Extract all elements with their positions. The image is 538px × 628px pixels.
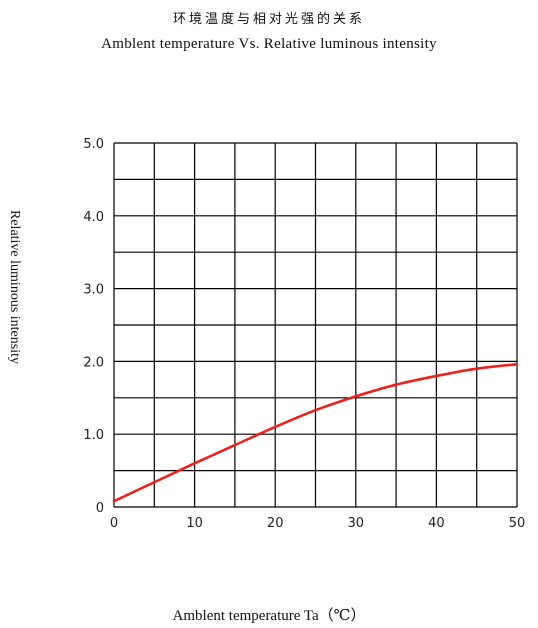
y-tick-label: 5.0 xyxy=(83,137,104,152)
grid xyxy=(113,142,518,508)
y-tick-label: 0 xyxy=(96,501,104,516)
y-tick-label: 3.0 xyxy=(83,283,104,298)
y-tick-label: 1.0 xyxy=(83,428,104,443)
series-lines xyxy=(112,363,519,503)
y-tick-label: 2.0 xyxy=(83,355,104,370)
x-axis-label: Amblent temperature Ta（℃） xyxy=(172,608,366,624)
chart-title: 环境温度与相对光强的关系 xyxy=(172,12,365,27)
chart-subtitle: Amblent temperature Vs. Relative luminou… xyxy=(101,36,437,52)
y-tick-label: 4.0 xyxy=(83,210,104,225)
x-tick-label: 10 xyxy=(186,516,203,531)
y-tick-labels: 0 1.0 2.0 3.0 4.0 5.0 xyxy=(83,137,104,516)
x-tick-label: 0 xyxy=(110,516,118,531)
x-tick-labels: 0 10 20 30 40 50 xyxy=(110,516,525,531)
x-tick-label: 40 xyxy=(428,516,445,531)
series-line xyxy=(112,363,519,503)
x-tick-label: 50 xyxy=(509,516,526,531)
x-tick-label: 30 xyxy=(348,516,365,531)
x-tick-label: 20 xyxy=(267,516,284,531)
